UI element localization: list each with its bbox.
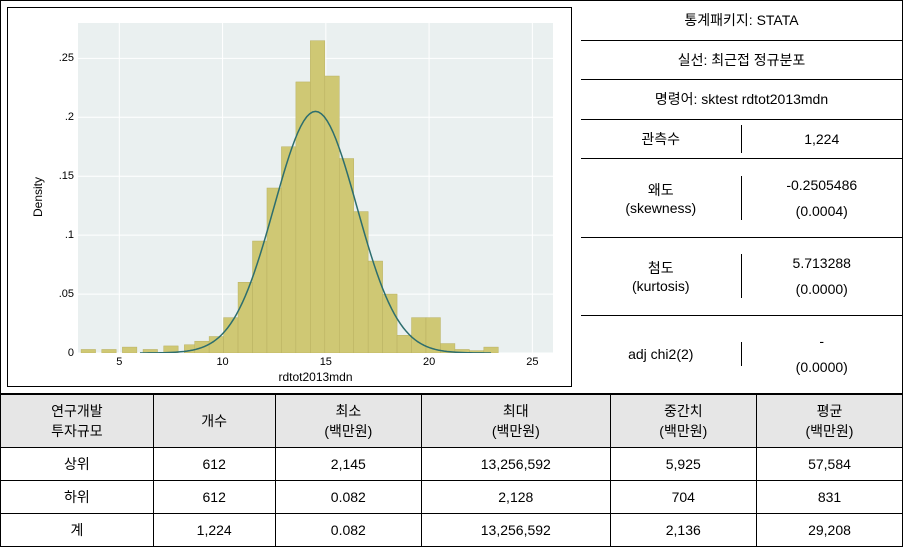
chart-box: Density rdtot2013mdn 0 .05 .1 .15 .2 .25 5 10 1…: [7, 7, 572, 387]
col-header: 최소(백만원): [275, 395, 421, 448]
table-cell: 704: [610, 481, 756, 514]
plot-area: [78, 23, 553, 353]
col-header: 연구개발투자규모: [1, 395, 153, 448]
kurt-label: 첨도: [648, 258, 674, 278]
table-cell: 2,145: [275, 448, 421, 481]
kurt-label-cell: 첨도 (kurtosis): [581, 254, 742, 298]
info-row-kurt: 첨도 (kurtosis) 5.713288 (0.0000): [581, 238, 902, 316]
kurt-value-cell: 5.713288 (0.0000): [742, 251, 903, 301]
chi2-value: -: [819, 333, 824, 349]
obs-label: 관측수: [581, 125, 742, 153]
table-cell: 13,256,592: [422, 514, 611, 547]
table-cell: 831: [756, 481, 902, 514]
y-tick-label: .1: [65, 229, 74, 241]
table-cell: 0.082: [275, 514, 421, 547]
info-table: 통계패키지: STATA 실선: 최근접 정규분포 명령어: sktest rd…: [581, 1, 902, 393]
col-header: 평균(백만원): [756, 395, 902, 448]
y-axis-label: Density: [31, 177, 45, 217]
skew-label-cell: 왜도 (skewness): [581, 176, 742, 220]
y-tick-label: 0: [68, 347, 74, 359]
x-axis-label: rdtot2013mdn: [78, 370, 553, 384]
table-row: 계1,2240.08213,256,5922,13629,208: [1, 514, 902, 547]
table-cell: 29,208: [756, 514, 902, 547]
obs-value: 1,224: [742, 127, 903, 151]
info-row-command: 명령어: sktest rdtot2013mdn: [581, 80, 902, 120]
table-cell: 5,925: [610, 448, 756, 481]
table-row: 하위6120.0822,128704831: [1, 481, 902, 514]
skew-value-cell: -0.2505486 (0.0004): [742, 173, 903, 223]
chi2-label: adj chi2(2): [581, 342, 742, 366]
table-cell: 2,136: [610, 514, 756, 547]
x-tick-label: 25: [526, 356, 538, 368]
info-row-solidline: 실선: 최근접 정규분포: [581, 41, 902, 81]
info-row-obs: 관측수 1,224: [581, 120, 902, 160]
col-header: 중간치(백만원): [610, 395, 756, 448]
x-tick-label: 20: [423, 356, 435, 368]
y-tick-label: .15: [59, 170, 74, 182]
table-cell: 계: [1, 514, 153, 547]
skew-pvalue: (0.0004): [796, 203, 848, 219]
y-tick-label: .05: [59, 288, 74, 300]
table-cell: 2,128: [422, 481, 611, 514]
info-row-package: 통계패키지: STATA: [581, 1, 902, 41]
table-cell: 1,224: [153, 514, 275, 547]
table-cell: 612: [153, 448, 275, 481]
info-row-chi2: adj chi2(2) - (0.0000): [581, 316, 902, 393]
command-label: 명령어: sktest rdtot2013mdn: [581, 85, 902, 113]
solid-line-label: 실선: 최근접 정규분포: [581, 46, 902, 74]
table-row: 상위6122,14513,256,5925,92557,584: [1, 448, 902, 481]
top-section: Density rdtot2013mdn 0 .05 .1 .15 .2 .25 5 10 1…: [1, 1, 902, 395]
package-label: 통계패키지: STATA: [581, 6, 902, 34]
table-cell: 하위: [1, 481, 153, 514]
col-header: 개수: [153, 395, 275, 448]
x-tick-label: 5: [116, 356, 122, 368]
kurt-value: 5.713288: [793, 255, 851, 271]
skew-sublabel: (skewness): [625, 200, 696, 216]
histogram-svg: [78, 23, 553, 353]
skew-value: -0.2505486: [786, 177, 857, 193]
y-tick-label: .2: [65, 111, 74, 123]
kurt-sublabel: (kurtosis): [632, 278, 690, 294]
figure-container: Density rdtot2013mdn 0 .05 .1 .15 .2 .25 5 10 1…: [0, 0, 903, 547]
chart-panel: Density rdtot2013mdn 0 .05 .1 .15 .2 .25 5 10 1…: [1, 1, 581, 393]
table-cell: 612: [153, 481, 275, 514]
x-tick-label: 10: [216, 356, 228, 368]
table-header-row: 연구개발투자규모개수최소(백만원)최대(백만원)중간치(백만원)평균(백만원): [1, 395, 902, 448]
chi2-value-cell: - (0.0000): [742, 329, 903, 379]
info-row-skew: 왜도 (skewness) -0.2505486 (0.0004): [581, 159, 902, 237]
x-tick-label: 15: [320, 356, 332, 368]
col-header: 최대(백만원): [422, 395, 611, 448]
summary-table: 연구개발투자규모개수최소(백만원)최대(백만원)중간치(백만원)평균(백만원) …: [1, 395, 902, 546]
table-cell: 57,584: [756, 448, 902, 481]
table-cell: 상위: [1, 448, 153, 481]
table-header: 연구개발투자규모개수최소(백만원)최대(백만원)중간치(백만원)평균(백만원): [1, 395, 902, 448]
table-cell: 13,256,592: [422, 448, 611, 481]
kurt-pvalue: (0.0000): [796, 281, 848, 297]
table-cell: 0.082: [275, 481, 421, 514]
chi2-pvalue: (0.0000): [796, 359, 848, 375]
table-body: 상위6122,14513,256,5925,92557,584하위6120.08…: [1, 448, 902, 547]
y-tick-label: .25: [59, 52, 74, 64]
skew-label: 왜도: [648, 180, 674, 200]
